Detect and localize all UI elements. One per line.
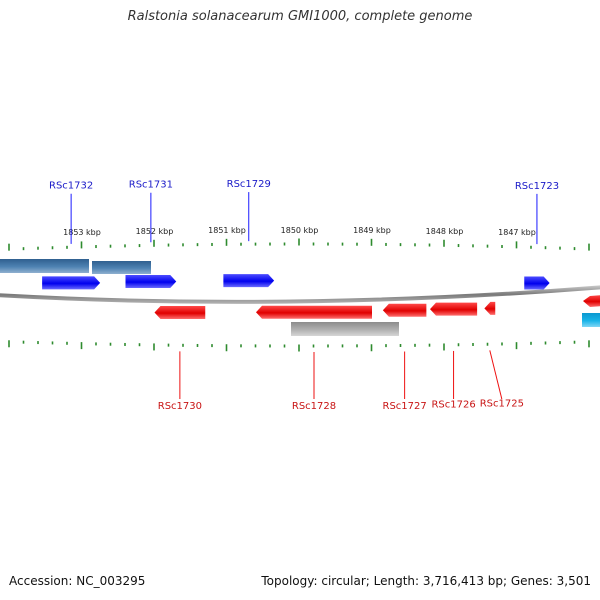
other-features	[0, 259, 600, 336]
scale-label: 1848 kbp	[426, 227, 464, 236]
gene-label: RSc1731	[129, 180, 173, 191]
gene-label: RSc1723	[515, 181, 559, 192]
accession-label: Accession: NC_003295	[9, 574, 146, 588]
reverse-gene-arrow	[256, 305, 372, 319]
gene-label: RSc1726	[431, 399, 475, 410]
gene-label: RSc1725	[480, 398, 524, 409]
scale-ticks-top	[8, 238, 590, 251]
reverse-genes: RSc1730 RSc1728 RSc1727 RSc1726 RSc1725	[154, 301, 524, 412]
forward-gene-arrow	[125, 274, 177, 288]
scale-label: 1850 kbp	[281, 226, 319, 235]
reverse-gene-arrow	[583, 295, 600, 307]
gene-label: RSc1732	[49, 181, 93, 192]
gene-label-leader	[489, 350, 503, 400]
forward-gene-arrow	[223, 274, 275, 288]
reverse-gene-arrow	[430, 302, 478, 316]
reverse-gene-arrow	[382, 303, 427, 317]
scale-label: 1851 kbp	[208, 226, 246, 235]
scale-ticks-bottom	[8, 340, 590, 352]
forward-gene-arrow	[42, 276, 101, 290]
gene-label: RSc1727	[383, 401, 427, 412]
scale-label: 1849 kbp	[353, 226, 391, 235]
reverse-feature-band	[291, 322, 399, 336]
genome-backbone	[0, 285, 600, 304]
reverse-gene-arrow	[154, 306, 206, 319]
forward-gene-arrow	[524, 276, 550, 290]
forward-genes: RSc1732 RSc1731 RSc1729 RSc1723	[42, 179, 559, 290]
genome-title: Ralstonia solanacearum GMI1000, complete…	[127, 9, 473, 24]
gene-label: RSc1729	[227, 179, 271, 190]
scale-labels: 1853 kbp 1852 kbp 1851 kbp 1850 kbp 1849 kbp…	[63, 226, 536, 237]
scale-label: 1847 kbp	[498, 228, 536, 237]
forward-feature-band	[92, 261, 151, 274]
gene-label: RSc1730	[158, 401, 202, 412]
genome-summary: Topology: circular; Length: 3,716,413 bp…	[261, 574, 591, 588]
scale-label: 1853 kbp	[63, 228, 101, 237]
reverse-gene-arrow	[484, 301, 496, 315]
scale-label: 1852 kbp	[136, 227, 174, 236]
gene-label: RSc1728	[292, 401, 336, 412]
cyan-feature-band	[582, 313, 600, 327]
forward-feature-band	[0, 259, 89, 273]
